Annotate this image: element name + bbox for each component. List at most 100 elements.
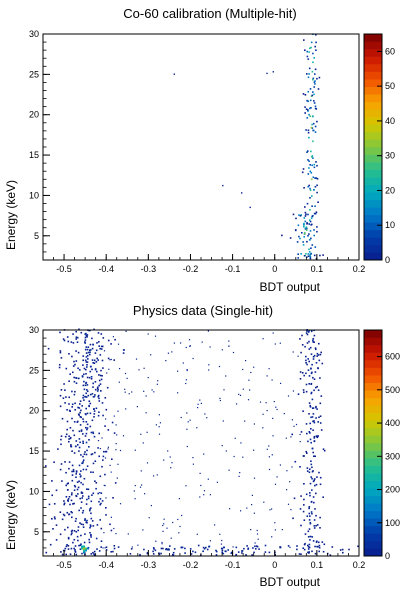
heatmap-cell	[292, 390, 294, 392]
heatmap-cell	[301, 232, 303, 234]
heatmap-hotspot-cell	[85, 547, 87, 550]
heatmap-cell	[305, 229, 308, 231]
heatmap-cell	[223, 389, 225, 391]
heatmap-cell	[323, 449, 326, 452]
heatmap-cell	[134, 498, 136, 500]
x-tick-label: -0.4	[98, 560, 114, 570]
heatmap-cell	[104, 450, 107, 453]
heatmap-cell	[319, 402, 322, 405]
heatmap-cell	[72, 503, 74, 505]
heatmap-cell	[79, 403, 81, 405]
heatmap-cell	[305, 383, 308, 386]
heatmap-cell	[82, 355, 84, 357]
heatmap-cell	[310, 178, 313, 181]
heatmap-cell	[259, 401, 262, 403]
heatmap-cell	[72, 470, 75, 473]
heatmap-cell	[101, 375, 103, 377]
heatmap-cell	[308, 113, 310, 116]
heatmap-cell	[104, 397, 107, 399]
heatmap-cell	[185, 382, 187, 385]
heatmap-cell	[308, 160, 310, 162]
heatmap-cell	[90, 431, 93, 434]
heatmap-cell	[313, 354, 316, 357]
heatmap-cell	[268, 551, 271, 554]
heatmap-cell	[312, 91, 314, 93]
heatmap-cell	[309, 256, 312, 258]
heatmap-cell	[287, 503, 290, 505]
heatmap-cell	[100, 492, 103, 494]
heatmap-cell	[299, 441, 301, 443]
heatmap-cell	[100, 502, 102, 505]
heatmap-cell	[307, 536, 310, 538]
heatmap-cell	[89, 343, 92, 346]
heatmap-cell	[65, 484, 67, 487]
heatmap-cell	[311, 447, 314, 450]
heatmap-cell	[311, 244, 314, 246]
heatmap-cell	[89, 525, 92, 527]
heatmap-cell	[300, 253, 302, 255]
heatmap-cell	[81, 497, 83, 499]
heatmap-cell	[89, 393, 92, 396]
heatmap-cell	[100, 546, 102, 548]
heatmap-cell	[79, 475, 82, 478]
heatmap-cell	[71, 464, 74, 467]
heatmap-cell	[312, 122, 315, 125]
heatmap-cell	[82, 455, 84, 458]
heatmap-cell	[317, 354, 320, 356]
colorbar-segment	[364, 214, 382, 223]
heatmap-cell	[242, 368, 244, 371]
heatmap-cell	[84, 533, 86, 535]
heatmap-cell	[92, 431, 94, 434]
heatmap-cell	[303, 39, 305, 41]
heatmap-cell	[253, 551, 255, 554]
heatmap-cell	[98, 411, 100, 413]
heatmap-cell	[300, 553, 302, 555]
heatmap-cell	[303, 504, 305, 506]
heatmap-cell	[162, 547, 164, 550]
heatmap-cell	[84, 395, 87, 398]
heatmap-cell	[86, 384, 89, 386]
heatmap-cell	[214, 524, 216, 526]
heatmap-cell	[73, 421, 76, 423]
heatmap-cell	[66, 483, 69, 485]
heatmap-cell	[81, 511, 84, 514]
heatmap-cell	[348, 548, 350, 551]
heatmap-cell	[313, 254, 316, 257]
heatmap-cell	[74, 409, 76, 411]
heatmap-cell	[306, 151, 308, 153]
heatmap-cell	[320, 351, 322, 354]
heatmap-cell	[66, 428, 68, 431]
heatmap-cell	[309, 522, 312, 525]
heatmap-cell	[96, 548, 98, 550]
heatmap-cell	[93, 408, 95, 410]
heatmap-cell	[305, 332, 308, 334]
heatmap-cell	[64, 461, 66, 463]
heatmap-cell	[78, 377, 80, 380]
heatmap-cell	[313, 341, 315, 343]
heatmap-cell	[85, 356, 88, 358]
heatmap-cell	[313, 525, 316, 527]
heatmap-cell	[73, 360, 75, 363]
heatmap-cell	[271, 454, 273, 456]
heatmap-cell	[126, 377, 128, 379]
heatmap-cell	[94, 388, 97, 391]
heatmap-cell	[239, 394, 242, 396]
colorbar-segment	[364, 382, 382, 391]
heatmap-cell	[113, 432, 116, 434]
heatmap-cell	[93, 362, 96, 364]
heatmap-hotspot-cell	[81, 547, 83, 550]
heatmap-cell	[315, 405, 317, 408]
heatmap-cell	[71, 450, 73, 452]
heatmap-cell	[302, 510, 305, 513]
heatmap-cell	[115, 443, 117, 445]
heatmap-cell	[314, 83, 316, 85]
heatmap-cell	[316, 524, 319, 526]
heatmap-cell	[83, 367, 86, 370]
heatmap-cell	[91, 359, 94, 361]
heatmap-cell	[238, 393, 240, 395]
heatmap-cell	[313, 102, 316, 104]
heatmap-cell	[54, 517, 56, 520]
heatmap-cell	[254, 545, 256, 548]
heatmap-cell	[177, 392, 179, 394]
heatmap-cell	[100, 378, 103, 381]
